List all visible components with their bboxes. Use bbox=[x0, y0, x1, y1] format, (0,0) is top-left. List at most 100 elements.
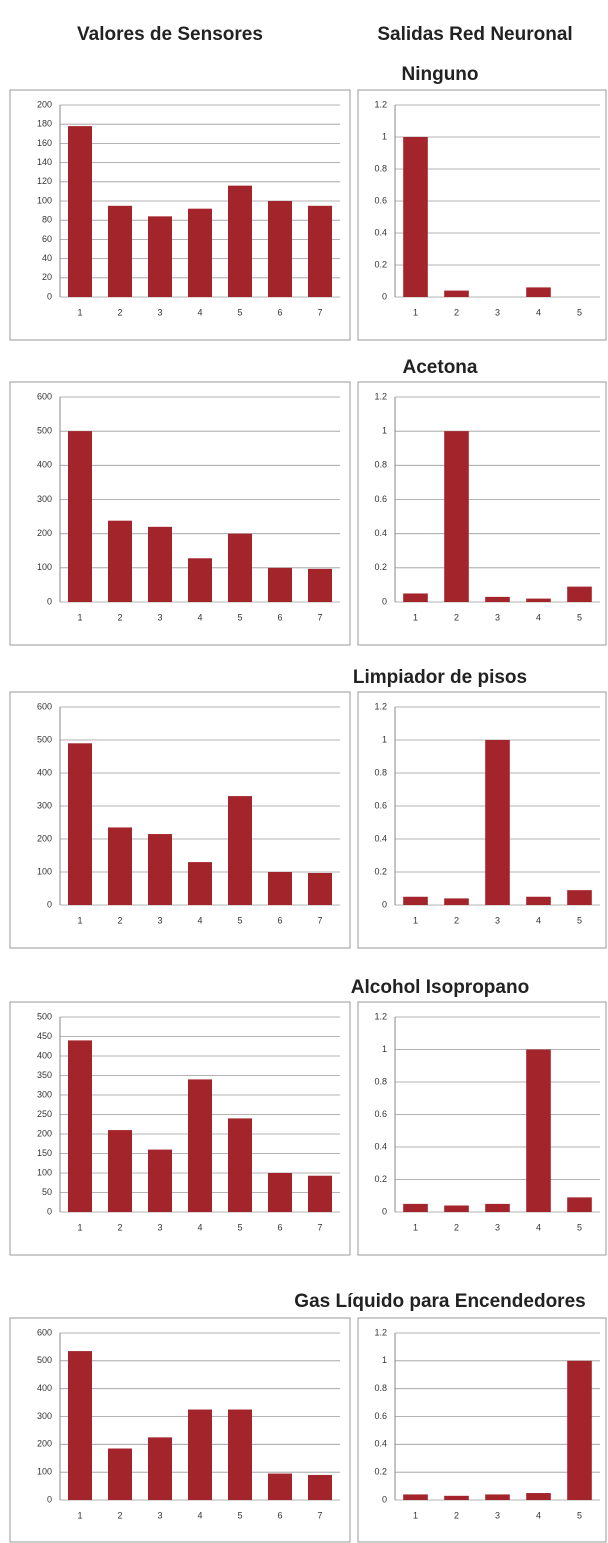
y-tick-label: 0 bbox=[382, 899, 387, 909]
x-tick-label: 4 bbox=[536, 915, 541, 925]
x-tick-label: 4 bbox=[536, 612, 541, 622]
x-tick-label: 3 bbox=[495, 1510, 500, 1520]
y-tick-label: 1 bbox=[382, 734, 387, 744]
bar bbox=[485, 1203, 510, 1212]
y-tick-label: 300 bbox=[37, 1411, 52, 1421]
y-tick-label: 0.6 bbox=[374, 195, 387, 205]
y-tick-label: 1 bbox=[382, 1355, 387, 1365]
x-tick-label: 1 bbox=[413, 307, 418, 317]
y-tick-label: 120 bbox=[37, 176, 52, 186]
bar bbox=[403, 896, 428, 905]
x-tick-label: 2 bbox=[117, 307, 122, 317]
y-tick-label: 50 bbox=[42, 1187, 52, 1197]
x-tick-label: 4 bbox=[536, 1222, 541, 1232]
x-tick-label: 5 bbox=[577, 307, 582, 317]
y-tick-label: 0 bbox=[47, 1494, 52, 1504]
y-tick-label: 400 bbox=[37, 1050, 52, 1060]
y-tick-label: 1 bbox=[382, 426, 387, 436]
bar bbox=[308, 872, 332, 905]
bar bbox=[68, 126, 92, 298]
y-tick-label: 0 bbox=[47, 1206, 52, 1216]
x-tick-label: 5 bbox=[577, 612, 582, 622]
bar bbox=[268, 1173, 292, 1212]
x-tick-label: 5 bbox=[577, 1222, 582, 1232]
y-tick-label: 0 bbox=[47, 291, 52, 301]
y-tick-label: 100 bbox=[37, 866, 52, 876]
section-title: Ninguno bbox=[401, 64, 478, 85]
x-tick-label: 5 bbox=[577, 915, 582, 925]
x-tick-label: 1 bbox=[413, 1510, 418, 1520]
y-tick-label: 0.4 bbox=[374, 1141, 387, 1151]
x-tick-label: 7 bbox=[317, 1222, 322, 1232]
chart-frame bbox=[9, 1001, 351, 1256]
bar bbox=[68, 743, 92, 905]
bar bbox=[526, 598, 551, 602]
bar bbox=[228, 1409, 252, 1500]
y-tick-label: 100 bbox=[37, 195, 52, 205]
bar bbox=[108, 1448, 132, 1500]
x-tick-label: 3 bbox=[495, 1222, 500, 1232]
y-tick-label: 0.2 bbox=[374, 259, 387, 269]
bar bbox=[567, 890, 592, 905]
bar bbox=[526, 1049, 551, 1212]
x-tick-label: 1 bbox=[413, 915, 418, 925]
bar bbox=[526, 1493, 551, 1500]
y-tick-label: 500 bbox=[37, 734, 52, 744]
y-tick-label: 1.2 bbox=[374, 1011, 387, 1021]
x-tick-label: 3 bbox=[157, 1222, 162, 1232]
x-tick-label: 2 bbox=[454, 612, 459, 622]
bar bbox=[403, 1494, 428, 1500]
bar bbox=[526, 287, 551, 297]
y-tick-label: 200 bbox=[37, 99, 52, 109]
y-tick-label: 1 bbox=[382, 131, 387, 141]
chart-frame bbox=[9, 89, 351, 341]
bar bbox=[403, 1203, 428, 1212]
x-tick-label: 3 bbox=[157, 612, 162, 622]
bar bbox=[308, 568, 332, 602]
y-tick-label: 500 bbox=[37, 1355, 52, 1365]
chart-frame bbox=[357, 1001, 607, 1256]
chart-frame bbox=[9, 691, 351, 949]
y-tick-label: 0.4 bbox=[374, 833, 387, 843]
bar bbox=[188, 1079, 212, 1212]
bar bbox=[68, 431, 92, 602]
y-tick-label: 0 bbox=[382, 291, 387, 301]
y-tick-label: 0.4 bbox=[374, 1439, 387, 1449]
bar bbox=[228, 1118, 252, 1212]
chart-frame bbox=[357, 1317, 607, 1543]
x-tick-label: 5 bbox=[237, 1510, 242, 1520]
y-tick-label: 0.8 bbox=[374, 1383, 387, 1393]
x-tick-label: 2 bbox=[117, 915, 122, 925]
x-tick-label: 4 bbox=[197, 1222, 202, 1232]
x-tick-label: 3 bbox=[157, 307, 162, 317]
x-tick-label: 1 bbox=[77, 915, 82, 925]
bar bbox=[188, 1409, 212, 1500]
y-tick-label: 180 bbox=[37, 119, 52, 129]
y-tick-label: 0.8 bbox=[374, 163, 387, 173]
x-tick-label: 3 bbox=[157, 915, 162, 925]
y-tick-label: 0.6 bbox=[374, 1109, 387, 1119]
y-tick-label: 160 bbox=[37, 138, 52, 148]
bar bbox=[567, 1197, 592, 1212]
y-tick-label: 500 bbox=[37, 1011, 52, 1021]
bar bbox=[68, 1351, 92, 1500]
bar bbox=[148, 1437, 172, 1500]
x-tick-label: 2 bbox=[454, 915, 459, 925]
y-tick-label: 80 bbox=[42, 215, 52, 225]
x-tick-label: 2 bbox=[454, 307, 459, 317]
y-tick-label: 300 bbox=[37, 1089, 52, 1099]
bar bbox=[228, 796, 252, 905]
y-tick-label: 200 bbox=[37, 1128, 52, 1138]
y-tick-label: 400 bbox=[37, 460, 52, 470]
y-tick-label: 0.4 bbox=[374, 528, 387, 538]
x-tick-label: 7 bbox=[317, 1510, 322, 1520]
bar bbox=[68, 1040, 92, 1212]
x-tick-label: 7 bbox=[317, 307, 322, 317]
chart-frame bbox=[357, 381, 607, 646]
x-tick-label: 1 bbox=[77, 1222, 82, 1232]
y-tick-label: 0.2 bbox=[374, 866, 387, 876]
x-tick-label: 3 bbox=[157, 1510, 162, 1520]
x-tick-label: 6 bbox=[277, 1510, 282, 1520]
x-tick-label: 1 bbox=[77, 307, 82, 317]
